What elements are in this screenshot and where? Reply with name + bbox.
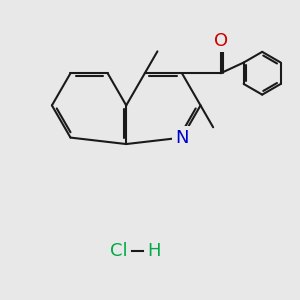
Text: H: H [148,242,161,260]
Text: O: O [214,32,228,50]
Text: Cl: Cl [110,242,128,260]
Text: N: N [175,129,189,147]
